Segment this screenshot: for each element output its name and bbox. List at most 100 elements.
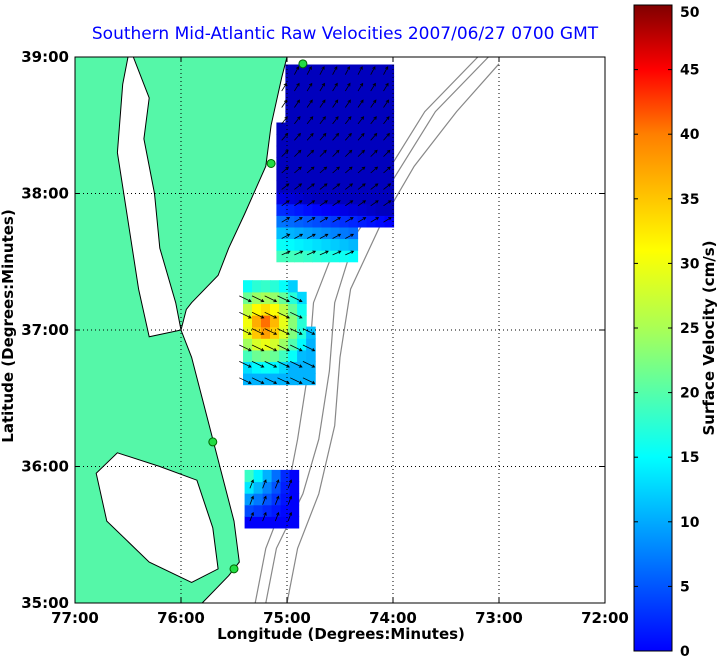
velocity-cell: [244, 481, 255, 494]
velocity-arrow: [281, 217, 291, 223]
velocity-cell: [348, 238, 359, 251]
velocity-cell: [366, 203, 377, 216]
velocity-cell: [289, 493, 300, 506]
velocity-cell: [276, 180, 286, 193]
velocity-arrow: [290, 311, 303, 319]
velocity-cell: [285, 145, 295, 158]
velocity-arrow: [262, 495, 267, 505]
colorbar-tick-label: 35: [680, 192, 699, 208]
velocity-cell: [279, 291, 289, 304]
velocity-cell: [294, 203, 304, 216]
velocity-cell: [348, 192, 359, 205]
velocity-arrow: [383, 132, 390, 141]
velocity-cell: [330, 110, 341, 124]
velocity-arrow: [294, 183, 303, 190]
velocity-arrow: [294, 132, 301, 141]
velocity-cell: [294, 215, 304, 228]
velocity-cell: [321, 226, 331, 240]
velocity-arrow: [251, 344, 265, 352]
velocity-arrow: [319, 233, 329, 239]
velocity-arrow: [249, 511, 254, 522]
velocity-arrow: [306, 116, 314, 125]
velocity-arrow: [277, 311, 290, 319]
velocity-cell: [297, 349, 307, 362]
velocity-cell: [297, 361, 307, 374]
velocity-arrow: [370, 183, 379, 190]
velocity-arrow: [357, 183, 366, 190]
velocity-arrow: [370, 99, 377, 108]
velocity-cell: [285, 122, 295, 135]
velocity-arrow: [332, 66, 338, 75]
velocity-arrow: [239, 344, 252, 352]
y-tick-label: 37:00: [21, 321, 69, 339]
velocity-arrow: [332, 99, 339, 108]
colorbar-tick-label: 10: [680, 515, 700, 531]
velocity-cell: [243, 349, 253, 362]
velocity-cell: [285, 64, 295, 77]
velocity-cell: [366, 180, 377, 193]
velocity-arrow: [357, 99, 364, 108]
colorbar-gradient: [633, 4, 673, 652]
velocity-arrow: [319, 82, 325, 92]
velocity-arrow: [345, 200, 354, 207]
velocity-cell: [366, 76, 377, 89]
velocity-arrow: [345, 217, 354, 223]
velocity-cell: [289, 516, 300, 529]
velocity-cell: [288, 326, 298, 339]
velocity-cell: [339, 64, 350, 77]
velocity-cell: [312, 192, 322, 205]
velocity-arrow: [306, 200, 316, 207]
velocity-arrow: [332, 132, 340, 141]
velocity-cell: [271, 481, 282, 494]
velocity-arrow: [262, 479, 267, 489]
velocity-cell: [294, 250, 304, 263]
velocity-cell: [330, 192, 341, 205]
velocity-cell: [285, 250, 295, 263]
velocity-arrow: [344, 82, 351, 92]
velocity-cell: [348, 122, 359, 135]
velocity-cell: [339, 192, 350, 205]
velocity-arrow: [306, 233, 316, 239]
velocity-arrow: [370, 66, 376, 75]
velocity-cell: [243, 338, 253, 351]
velocity-cell: [375, 134, 386, 147]
velocity-cell: [285, 76, 295, 89]
velocity-arrow: [357, 132, 365, 141]
velocity-arrow: [302, 328, 316, 335]
velocity-arrow: [332, 200, 341, 207]
colorbar-tick-label: 5: [680, 579, 690, 595]
velocity-cell: [243, 303, 253, 316]
velocity-cell: [243, 315, 253, 328]
velocity-cell: [312, 250, 322, 263]
velocity-cell: [357, 134, 368, 147]
velocity-cell: [339, 226, 350, 240]
velocity-cell: [357, 215, 368, 228]
velocity-cell: [303, 110, 313, 124]
velocity-arrow: [319, 200, 329, 207]
velocity-arrow: [332, 166, 340, 174]
velocity-cell: [288, 291, 298, 304]
velocity-cell: [375, 145, 386, 158]
velocity-arrow: [239, 311, 252, 319]
velocity-cell: [375, 76, 386, 89]
velocity-arrow: [264, 377, 278, 384]
velocity-cell: [375, 122, 386, 135]
station-marker: [266, 158, 276, 168]
velocity-arrow: [294, 82, 300, 92]
velocity-cell: [270, 338, 280, 351]
colorbar-label: Surface Velocity (cm/s): [700, 240, 718, 435]
velocity-arrow: [281, 132, 289, 141]
velocity-cell: [261, 373, 271, 386]
velocity-cell: [375, 157, 386, 170]
velocity-cell: [270, 326, 280, 339]
velocity-cell: [261, 303, 271, 316]
velocity-arrows: [239, 66, 392, 522]
velocity-arrow: [383, 217, 392, 223]
velocity-cell: [303, 226, 313, 240]
velocity-arrow: [319, 250, 329, 256]
velocity-arrow: [332, 217, 342, 223]
velocity-cell: [384, 87, 395, 100]
velocity-cell: [262, 504, 273, 517]
velocity-cell: [294, 134, 304, 147]
velocity-cell: [270, 315, 280, 328]
